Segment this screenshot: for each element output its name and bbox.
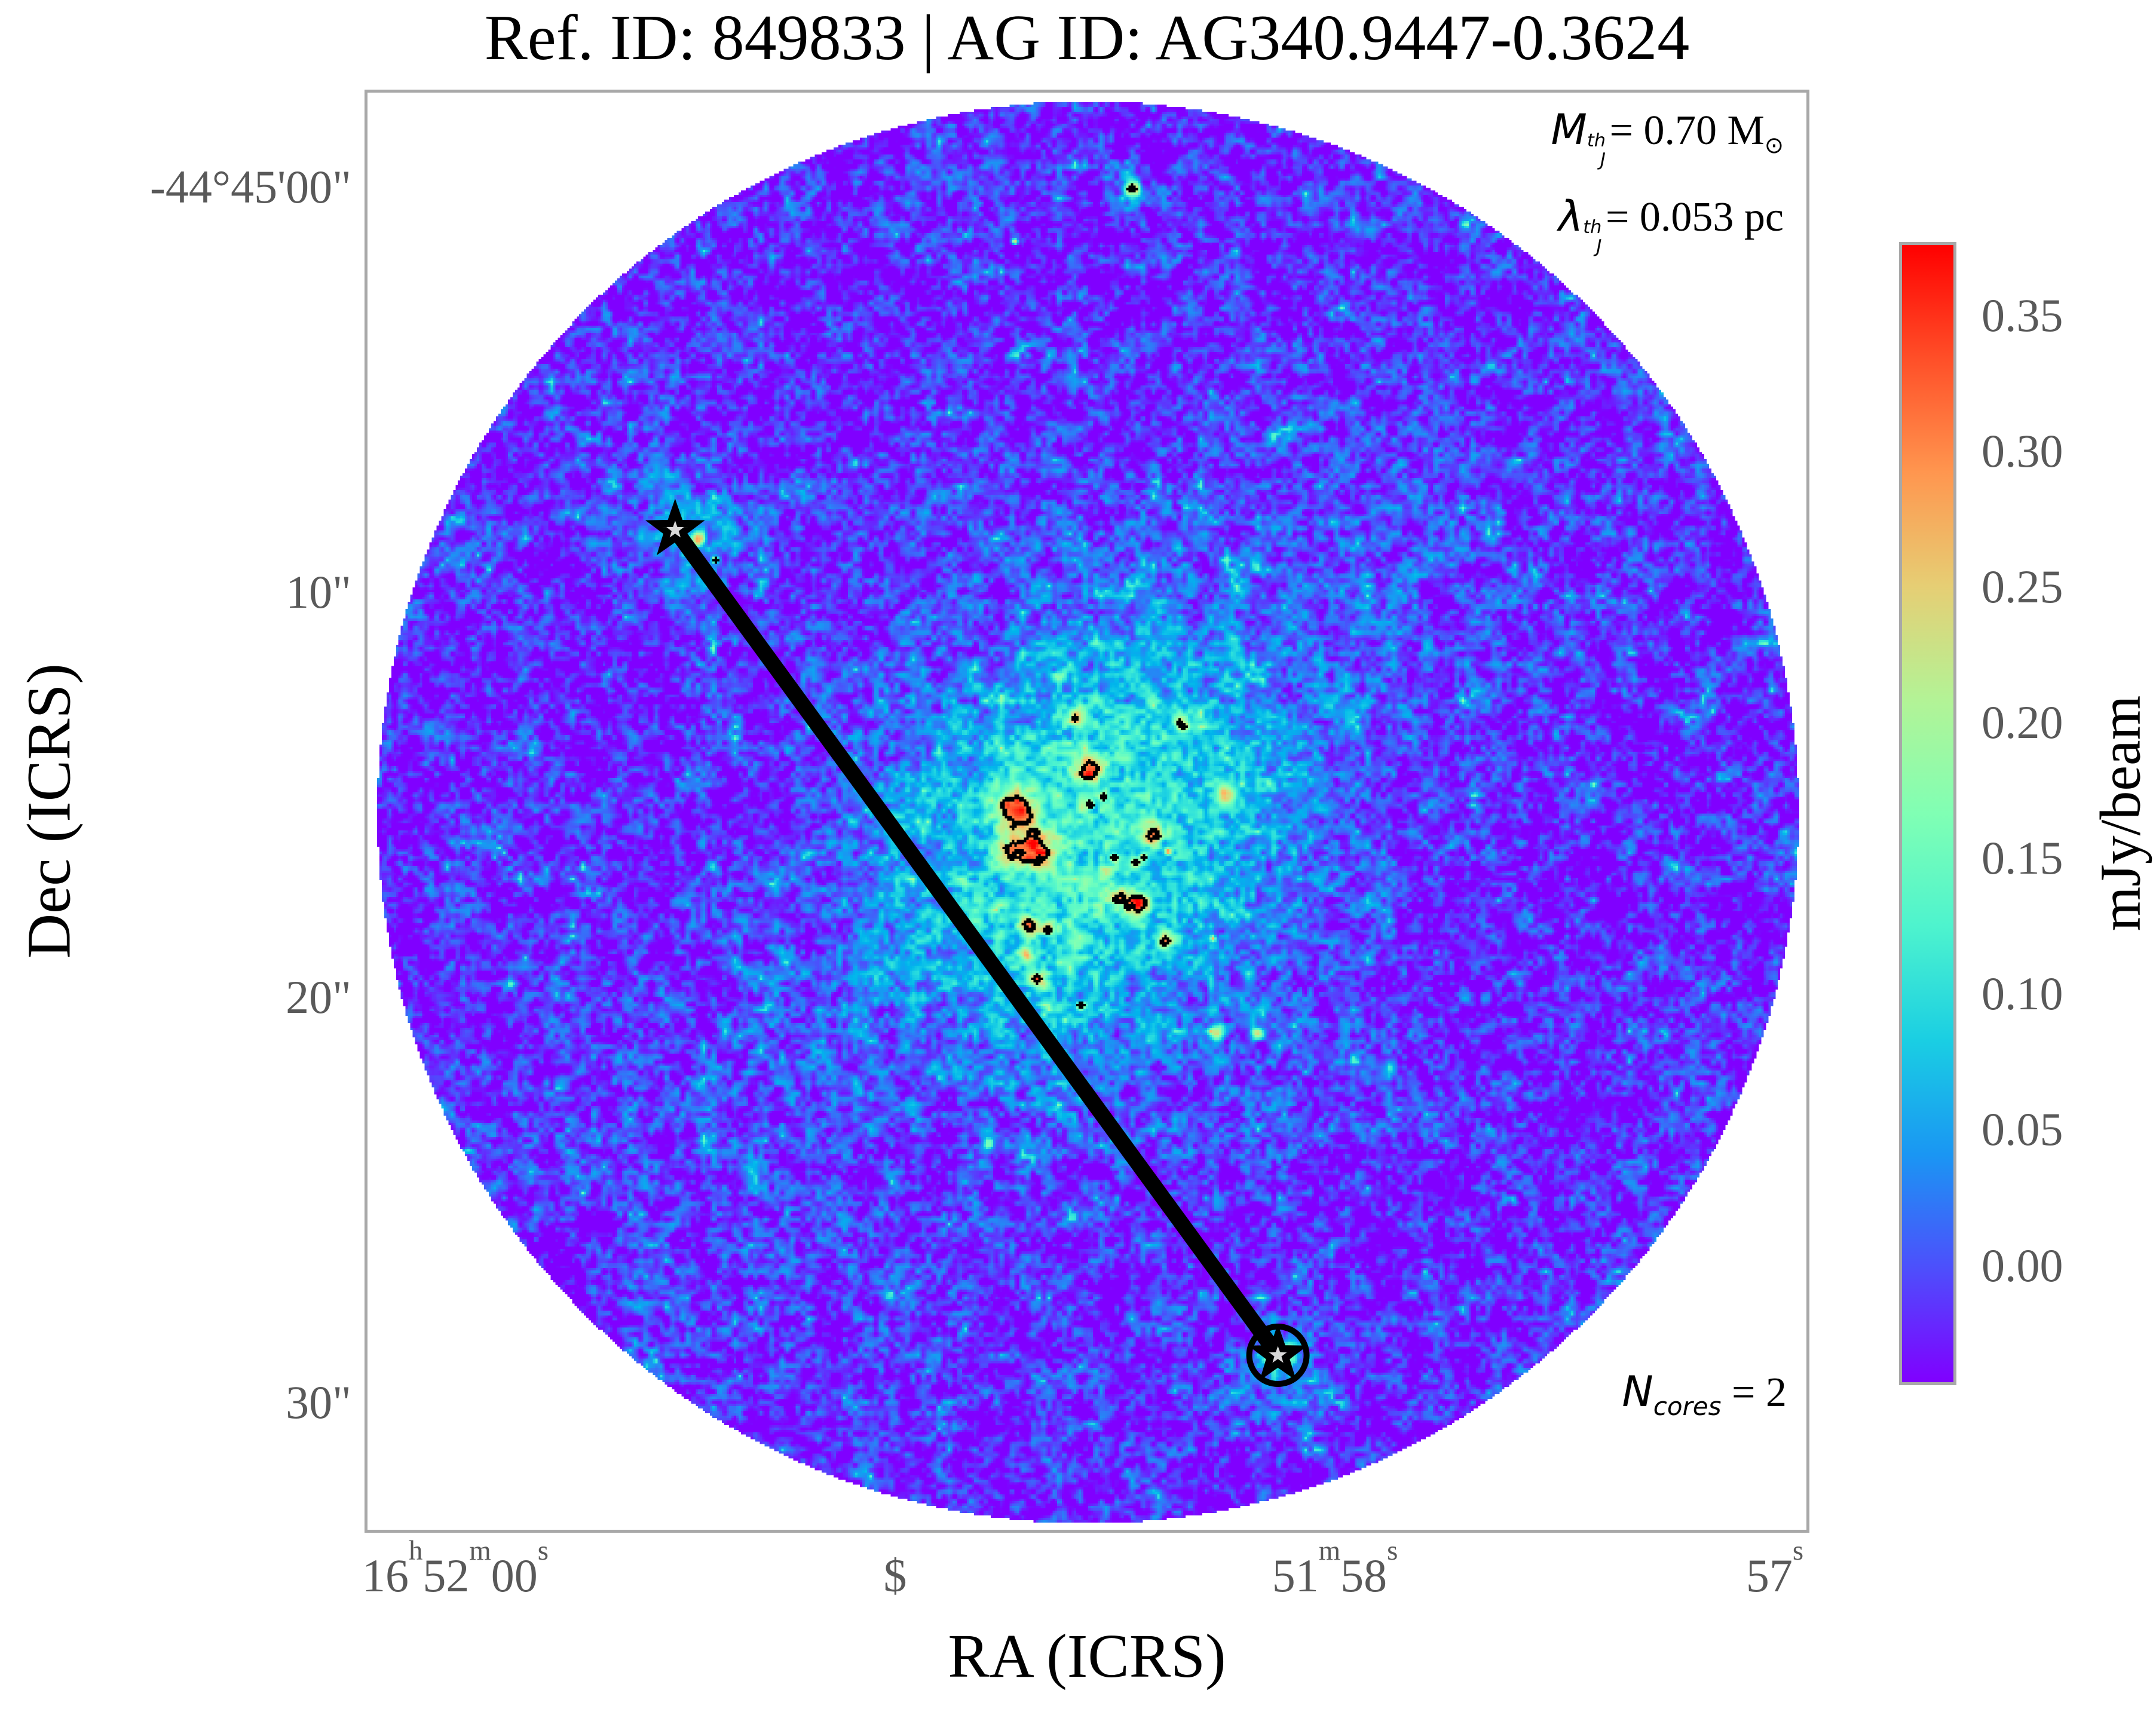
map-overlay	[645, 498, 1310, 1388]
jeans-length-annotation: λ th J = 0.053 pc	[1558, 192, 1784, 258]
heatmap-canvas	[368, 93, 1806, 1530]
x-tick-label-1: $	[883, 1549, 907, 1601]
y-tick-label-0: -44°45'00"	[149, 161, 351, 213]
colorbar-label: mJy/beam	[2088, 695, 2152, 932]
star-marker-2	[1248, 1324, 1308, 1381]
colorbar-tick-1: 0.30	[1982, 425, 2063, 477]
colorbar-tick-3: 0.20	[1982, 696, 2063, 748]
x-tick-label-0: 16h52m00s	[362, 1535, 549, 1601]
n-cores-annotation: Ncores = 2	[1622, 1367, 1787, 1421]
colorbar-tick-4: 0.15	[1982, 832, 2063, 884]
y-tick-label-1: 10"	[286, 566, 351, 618]
y-tick-label-2: 20"	[286, 971, 351, 1023]
colorbar	[1899, 242, 1956, 1385]
y-tick-label-3: 30"	[286, 1376, 351, 1428]
separation-line	[669, 525, 1285, 1360]
x-tick-label-3: 57s	[1745, 1535, 1804, 1601]
colorbar-tick-2: 0.25	[1982, 561, 2063, 613]
x-axis-label: RA (ICRS)	[948, 1622, 1226, 1691]
y-axis-label: Dec (ICRS)	[14, 663, 84, 958]
colorbar-tick-0: 0.35	[1982, 289, 2063, 341]
x-tick-label-2: 51m58s	[1272, 1535, 1398, 1601]
colorbar-tick-5: 0.10	[1982, 967, 2063, 1019]
colorbar-tick-6: 0.05	[1982, 1103, 2063, 1155]
colorbar-tick-7: 0.00	[1982, 1239, 2063, 1291]
star-marker-1	[645, 498, 705, 556]
plot-area	[365, 90, 1809, 1533]
figure-title: Ref. ID: 849833 | AG ID: AG340.9447-0.36…	[484, 2, 1690, 74]
